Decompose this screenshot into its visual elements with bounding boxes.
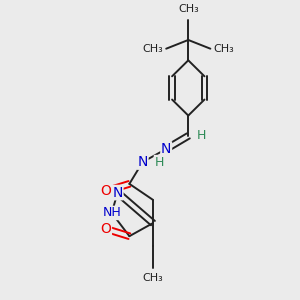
Text: CH₃: CH₃: [142, 44, 163, 54]
Text: N: N: [161, 142, 171, 156]
Text: O: O: [100, 184, 111, 198]
Text: H: H: [197, 129, 206, 142]
Text: CH₃: CH₃: [213, 44, 234, 54]
Text: CH₃: CH₃: [178, 4, 199, 14]
Text: O: O: [100, 222, 111, 236]
Text: N: N: [137, 155, 148, 169]
Text: N: N: [112, 186, 123, 200]
Text: H: H: [154, 156, 164, 169]
Text: NH: NH: [102, 206, 121, 219]
Text: CH₃: CH₃: [142, 272, 163, 283]
